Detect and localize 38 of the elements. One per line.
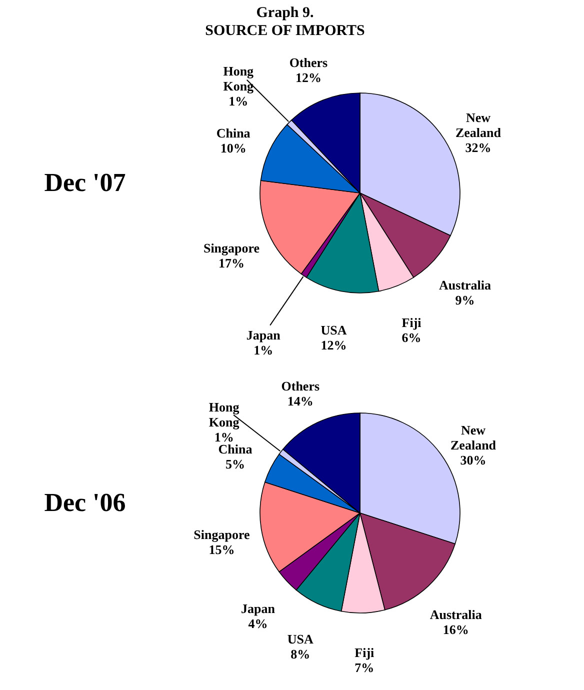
data-label: 16% bbox=[442, 622, 469, 638]
slice-label: New Zealand bbox=[455, 110, 502, 140]
slice-label: Fiji bbox=[354, 644, 375, 660]
slice-label: Singapore bbox=[194, 526, 250, 542]
slice-label: Fiji bbox=[402, 315, 422, 330]
data-label: 9% bbox=[455, 292, 475, 308]
slice-label: USA bbox=[287, 632, 314, 647]
slice-label: Japan bbox=[240, 600, 276, 616]
data-label: 5% bbox=[226, 456, 246, 472]
chart-subtitle: SOURCE OF IMPORTS bbox=[205, 23, 365, 39]
data-label: 12% bbox=[320, 338, 347, 353]
text: Dec '07 bbox=[44, 168, 126, 197]
data-label: 6% bbox=[402, 330, 422, 346]
data-label: 8% bbox=[290, 646, 310, 662]
data-label: 7% bbox=[354, 660, 374, 675]
slice-label: China bbox=[216, 125, 251, 140]
data-label: 4% bbox=[248, 616, 268, 631]
data-label: 15% bbox=[208, 542, 235, 557]
data-label: 1% bbox=[228, 93, 248, 108]
data-label: 10% bbox=[220, 140, 246, 156]
data-label: 1% bbox=[254, 342, 274, 358]
data-label: 14% bbox=[287, 393, 314, 408]
slice-label: Singapore bbox=[203, 240, 260, 256]
slice-label: Japan bbox=[246, 327, 282, 342]
slice-label: Others bbox=[289, 54, 328, 70]
data-label: 30% bbox=[460, 452, 486, 468]
slice-label: Australia bbox=[430, 607, 482, 622]
data-label: 12% bbox=[295, 70, 322, 85]
slice-label: Hong Kong bbox=[223, 63, 254, 94]
slice-label: Hong Kong bbox=[208, 400, 240, 430]
slice-label: New Zealand bbox=[450, 422, 497, 453]
slice-label: Others bbox=[281, 378, 320, 394]
data-label: 32% bbox=[465, 140, 492, 155]
text: Dec '06 bbox=[44, 488, 126, 517]
chart-title: Graph 9. bbox=[256, 5, 314, 21]
slice-label: USA bbox=[320, 322, 348, 338]
data-label: 17% bbox=[218, 256, 245, 271]
slice-label: Australia bbox=[439, 278, 492, 293]
